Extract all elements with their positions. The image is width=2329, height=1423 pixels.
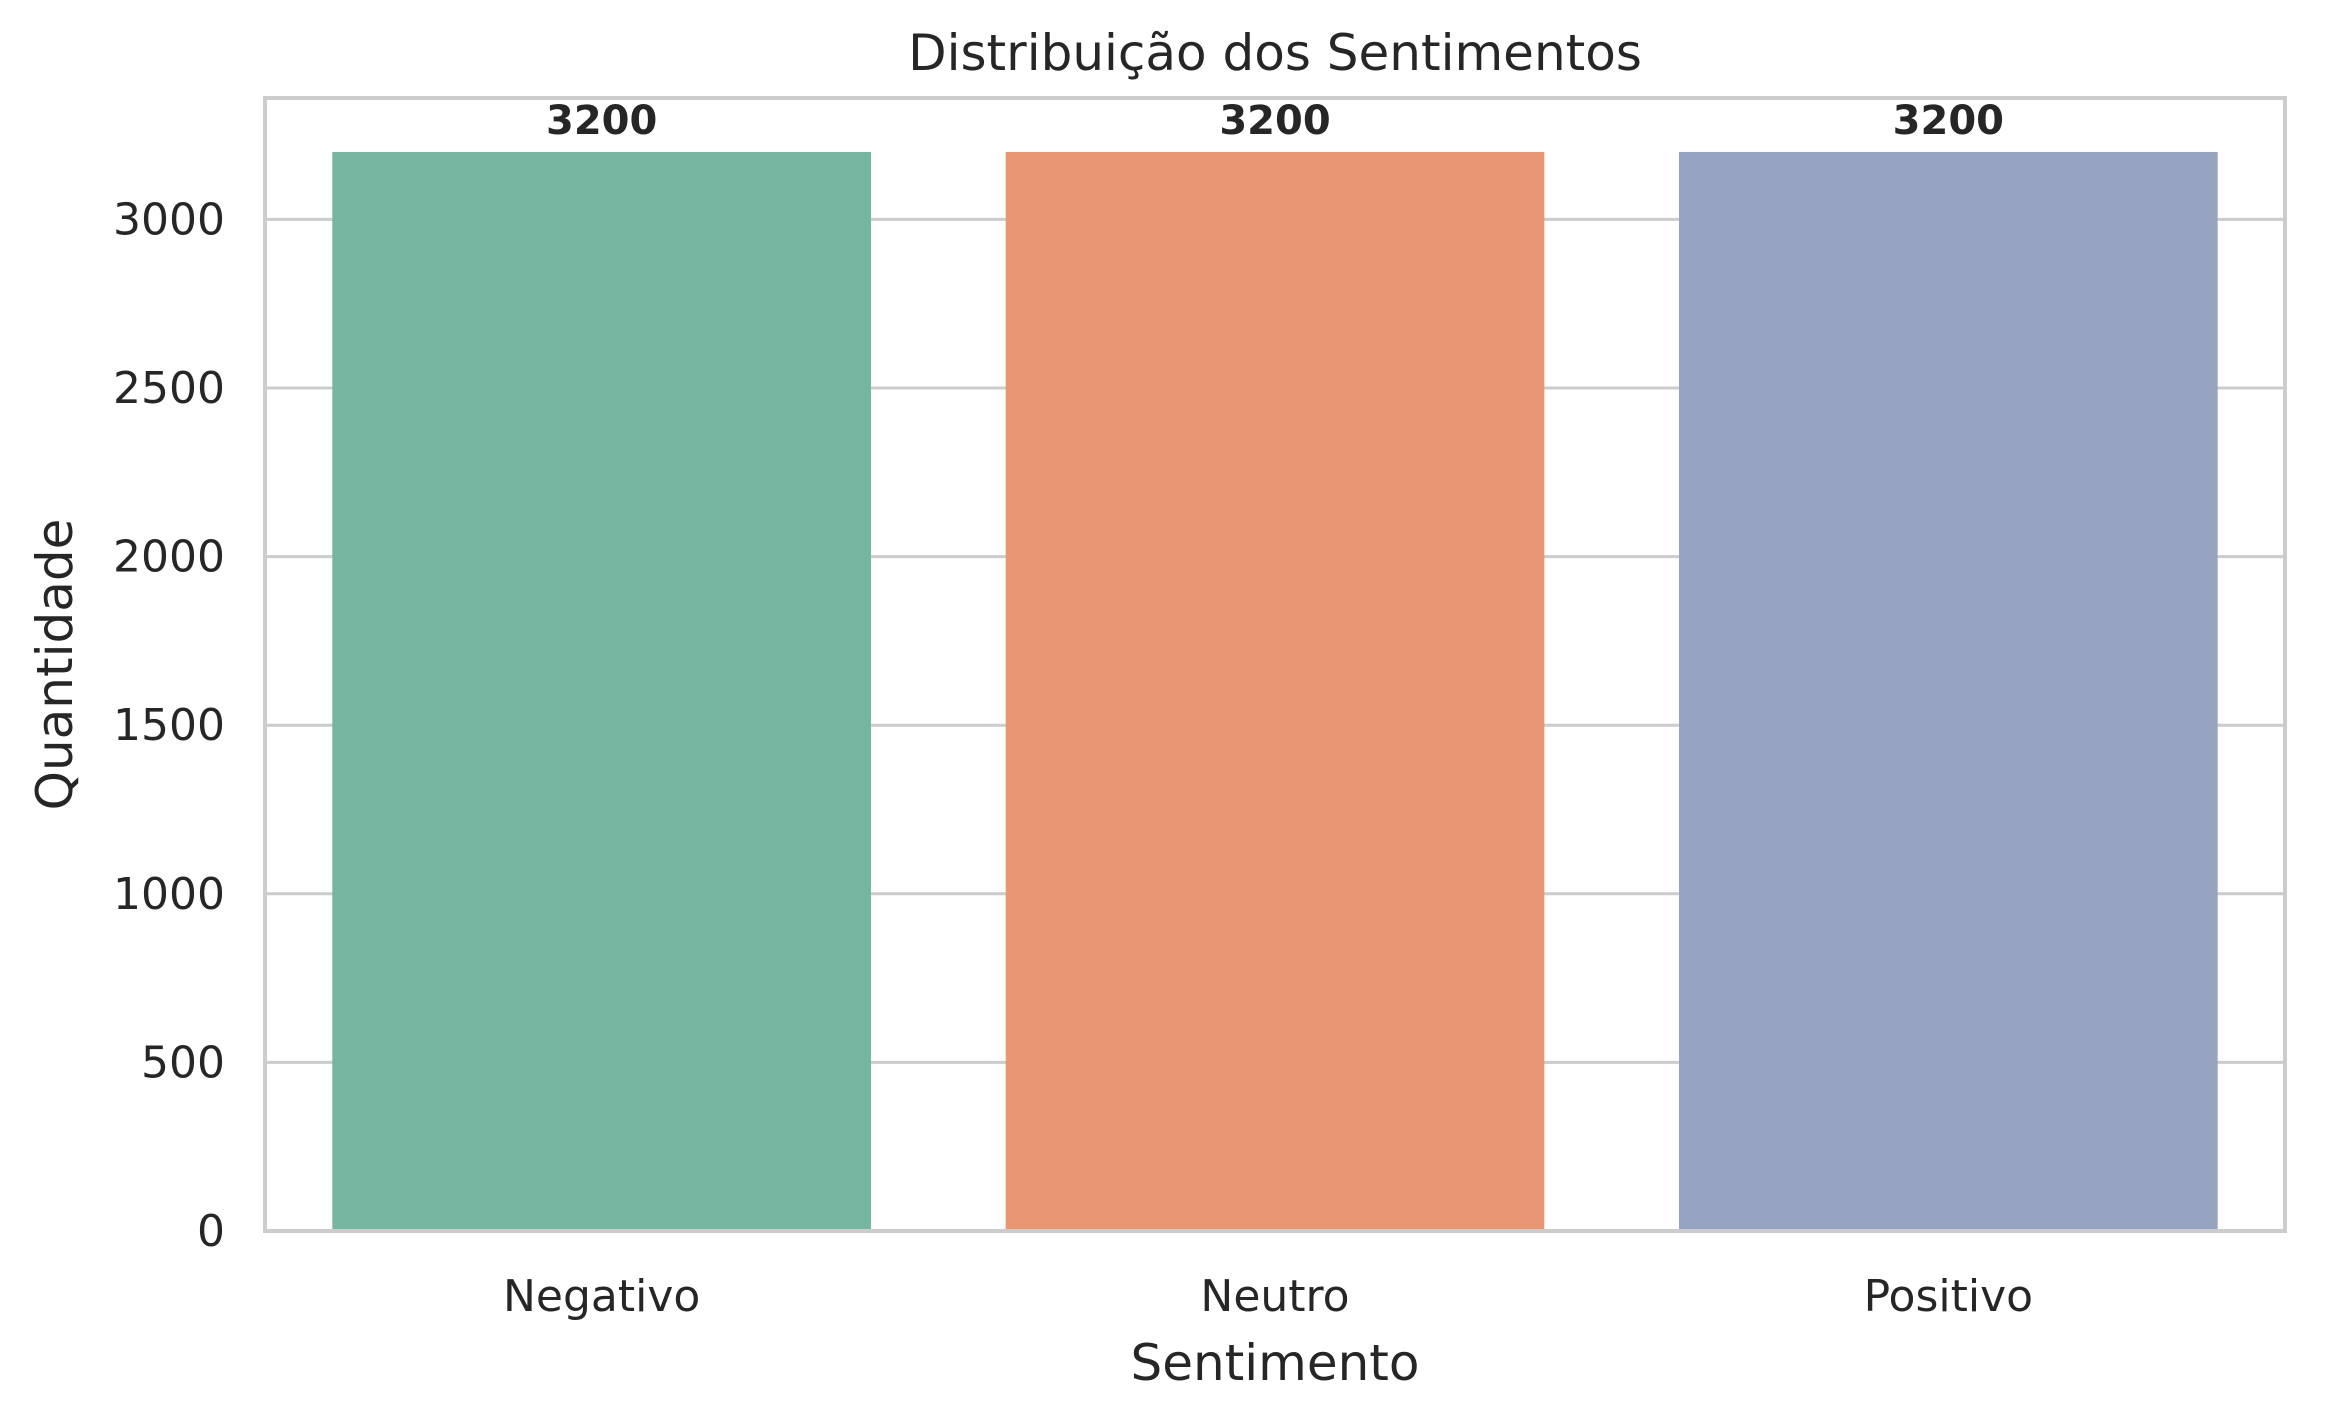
x-tick-label: Neutro	[1200, 1271, 1349, 1322]
y-tick-label: 0	[197, 1206, 225, 1257]
bar-negativo	[332, 151, 871, 1231]
y-tick-label: 2500	[113, 363, 225, 414]
y-tick-label: 1500	[113, 700, 225, 751]
data-label: 3200	[1893, 98, 2004, 144]
chart-title: Distribuição dos Sentimentos	[908, 24, 1642, 82]
x-tick-label: Positivo	[1864, 1271, 2033, 1322]
bar-positivo	[1679, 151, 2218, 1231]
data-labels: 3200 3200 3200	[546, 98, 2004, 144]
y-tick-label: 500	[141, 1037, 225, 1088]
y-tick-label: 1000	[113, 869, 225, 920]
y-tick-label: 3000	[113, 194, 225, 245]
y-tick-label: 2000	[113, 532, 225, 583]
bars	[332, 151, 2218, 1231]
x-axis-label: Sentimento	[1130, 1334, 1419, 1392]
data-label: 3200	[1219, 98, 1330, 144]
x-tick-label: Negativo	[503, 1271, 700, 1322]
y-axis-label: Quantidade	[26, 519, 84, 811]
x-tick-labels: Negativo Neutro Positivo	[503, 1271, 2033, 1322]
bar-neutro	[1005, 151, 1545, 1231]
plot-frame	[263, 96, 2287, 1233]
data-label: 3200	[546, 98, 657, 144]
y-tick-labels: 0 500 1000 1500 2000 2500 3000	[113, 194, 225, 1257]
